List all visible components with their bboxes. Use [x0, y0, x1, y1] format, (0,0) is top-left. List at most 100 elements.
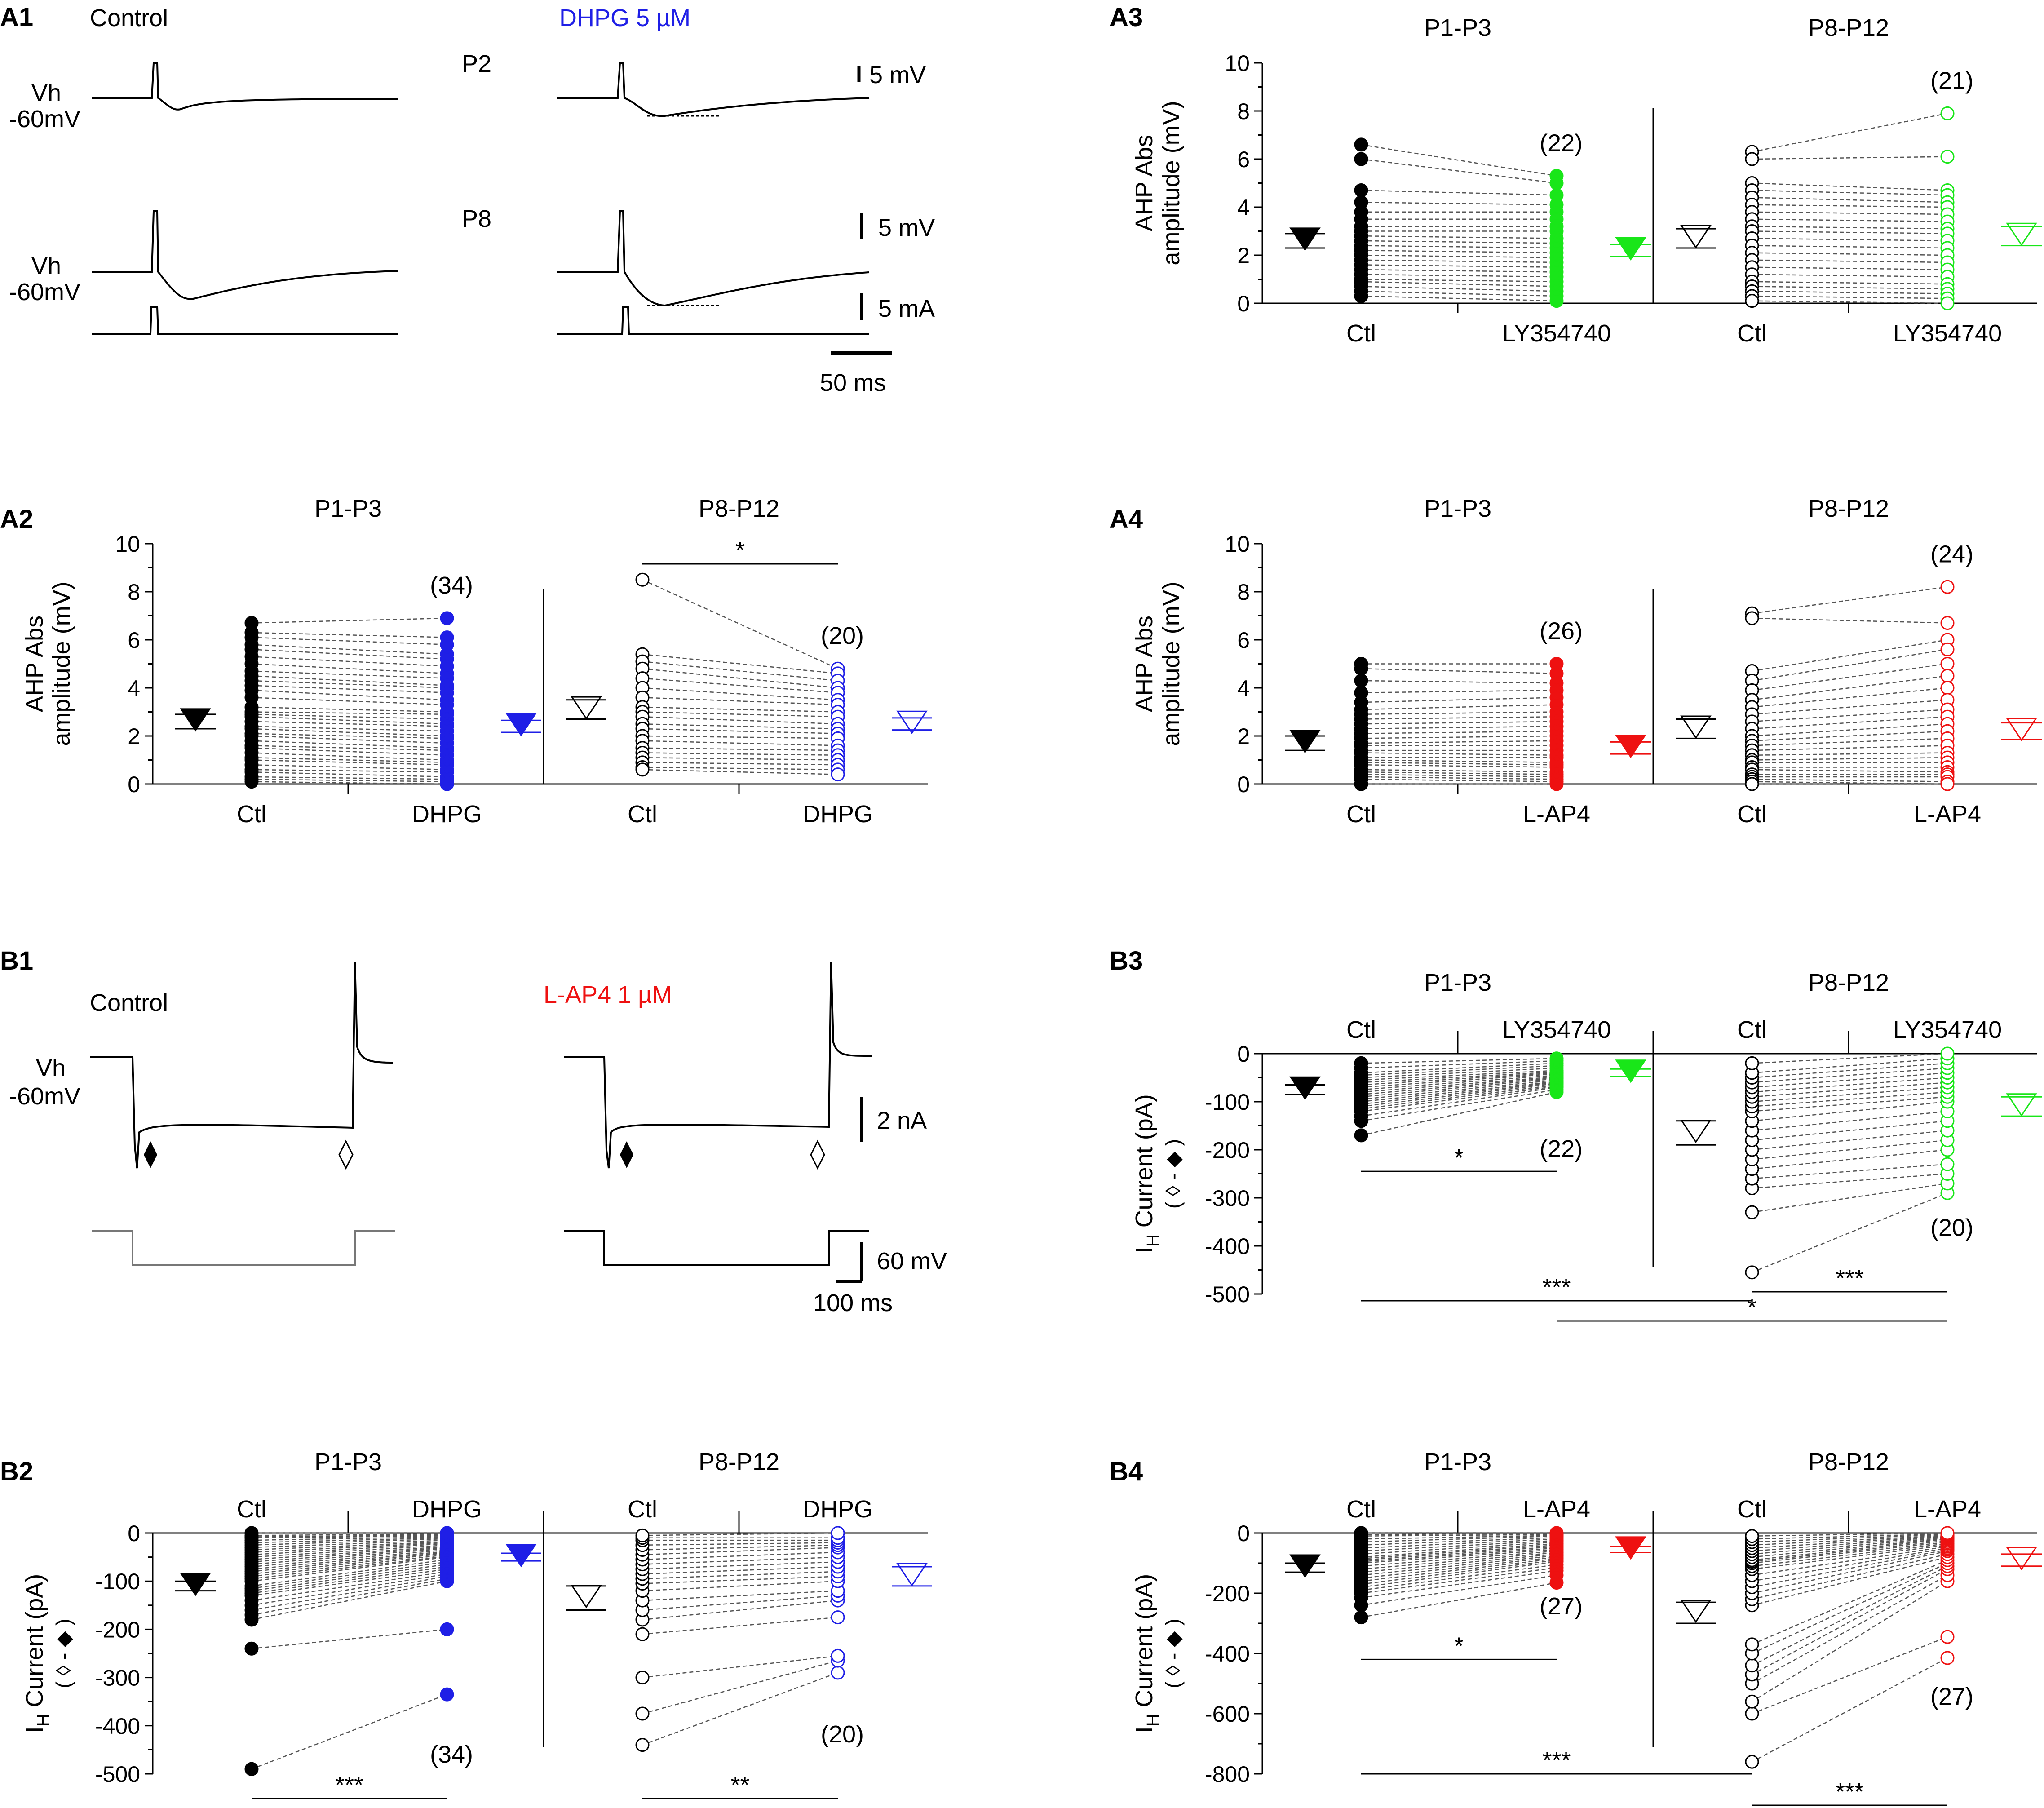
panel-b1: B1 Control L-AP4 1 µM Vh -60mV 2 nA 60 m…: [0, 946, 947, 1316]
n-label: (24): [1930, 541, 1973, 567]
y-axis-sublabel: ( ◊ - ◆ ): [1161, 1139, 1185, 1209]
pair-line: [642, 1580, 838, 1591]
chart-a4: A4 10 8 6 4 2 0 AHP Abs amplitude (mV) P1-P3 Ctl L-…: [1110, 495, 2042, 828]
ctl-point: [635, 1671, 650, 1685]
drug-point: [831, 1526, 845, 1540]
y-axis-label: AHP Abs: [1131, 135, 1158, 231]
pair-line: [1752, 1077, 1948, 1093]
pair-line: [1361, 1570, 1557, 1599]
panel-label: A1: [0, 3, 33, 32]
drug-point: [1940, 296, 1955, 310]
panel-label: B4: [1110, 1457, 1143, 1486]
ctl-point: [1354, 661, 1368, 676]
pair-line: [1361, 1081, 1557, 1103]
drug-point: [1549, 1051, 1564, 1066]
y-tick-label: 4: [1237, 676, 1250, 701]
pair-line: [1752, 1111, 1948, 1131]
group-title: P8-P12: [699, 1449, 779, 1476]
category-label: Ctl: [1346, 801, 1376, 828]
pair-line: [1752, 1086, 1948, 1103]
group-title: P1-P3: [314, 1449, 382, 1476]
vh-value: -60mV: [9, 106, 80, 133]
pair-line: [1361, 1534, 1557, 1537]
pair-line: [251, 757, 447, 763]
pair-line: [251, 1559, 447, 1587]
pair-line: [251, 1554, 447, 1577]
pair-line: [1752, 259, 1948, 263]
pair-line: [1361, 274, 1557, 278]
pair-line: [642, 1576, 838, 1584]
pair-line: [1752, 1544, 1948, 1570]
pair-line: [1752, 745, 1948, 751]
ctl-point: [1745, 1529, 1759, 1543]
category-label: Ctl: [1737, 1496, 1767, 1523]
y-tick-label: -300: [1205, 1186, 1250, 1211]
pair-line: [1361, 279, 1557, 283]
pair-line: [1752, 709, 1948, 722]
pair-line: [251, 690, 447, 700]
pair-line: [642, 747, 838, 751]
pair-line: [251, 1551, 447, 1570]
drug-point: [440, 611, 454, 625]
pair-line: [1361, 1070, 1557, 1081]
pair-line: [1361, 1535, 1557, 1540]
drug-mean-triangle: [2006, 222, 2037, 246]
pair-line: [251, 649, 447, 660]
drug-point: [1549, 1526, 1564, 1540]
pair-line: [1361, 1556, 1557, 1579]
ctl-point: [244, 1762, 259, 1776]
drug-point: [1940, 106, 1955, 120]
pair-line: [1361, 697, 1557, 703]
pair-line: [1752, 1173, 1948, 1189]
y-tick-label: -800: [1205, 1762, 1250, 1787]
pair-line: [1752, 675, 1948, 700]
ctl-point: [1354, 137, 1368, 152]
pair-line: [1361, 1582, 1557, 1618]
category-label: Ctl: [1737, 320, 1767, 347]
pair-line: [251, 685, 447, 693]
pair-line: [1752, 1149, 1948, 1170]
pair-line: [1752, 1130, 1948, 1151]
pair-line: [1752, 1538, 1948, 1558]
pair-line: [1361, 1086, 1557, 1112]
pair-line: [1361, 1072, 1557, 1086]
pair-line: [1752, 1547, 1948, 1582]
pair-line: [1752, 699, 1948, 715]
ctl-point: [635, 1627, 650, 1641]
pair-line: [251, 1566, 447, 1594]
pair-line: [251, 747, 447, 756]
drug-point: [1940, 150, 1955, 164]
pair-line: [642, 668, 838, 689]
panel-label: B2: [0, 1457, 33, 1486]
voltage-trace: [92, 62, 398, 111]
pair-line: [1752, 218, 1948, 222]
pair-line: [1361, 1546, 1557, 1561]
y-tick-label: -600: [1205, 1702, 1250, 1727]
pair-line: [642, 697, 838, 705]
pair-line: [1752, 182, 1948, 191]
current-step-trace: [92, 306, 398, 335]
group-title: P1-P3: [314, 495, 382, 522]
pair-line: [1752, 1581, 1948, 1702]
y-tick-label: -100: [95, 1569, 140, 1594]
pair-line: [1361, 1544, 1557, 1560]
pair-line: [251, 1564, 447, 1591]
y-axis-label: IH Current (pA): [1131, 1094, 1163, 1254]
pair-line: [251, 1533, 447, 1536]
significance-label: *: [1747, 1294, 1756, 1321]
pair-line: [1361, 264, 1557, 268]
pair-line: [1361, 779, 1557, 782]
drug-point: [1940, 1526, 1955, 1540]
drug-mean-triangle: [896, 710, 928, 734]
category-label: L-AP4: [1914, 1496, 1981, 1523]
y-tick-label: 0: [1237, 291, 1250, 316]
voltage-step-trace: [92, 1230, 395, 1266]
pair-line: [251, 1552, 447, 1575]
category-label: DHPG: [803, 1496, 873, 1523]
pair-line: [1361, 740, 1557, 744]
pair-line: [1752, 204, 1948, 208]
pair-line: [251, 680, 447, 689]
pair-line: [1752, 252, 1948, 256]
ctl-point: [635, 1528, 650, 1542]
drug-point: [440, 1687, 454, 1702]
